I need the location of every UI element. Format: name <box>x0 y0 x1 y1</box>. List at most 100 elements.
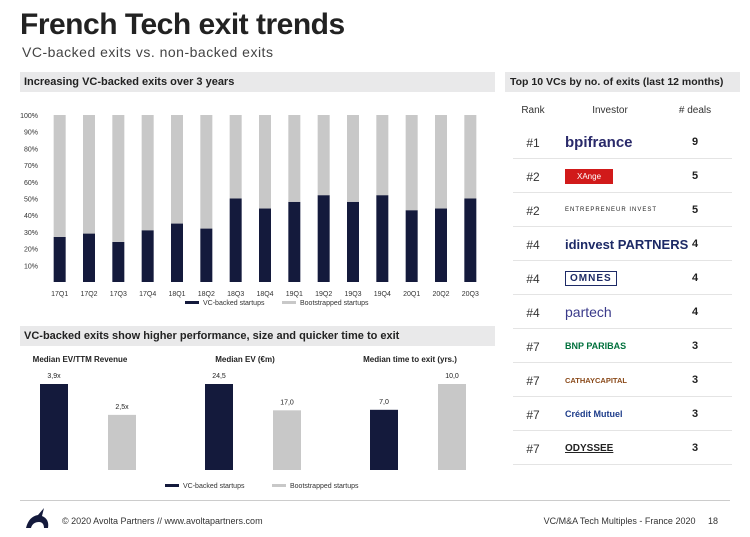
row-divider <box>513 362 732 363</box>
bar-vc-backed <box>171 223 183 282</box>
bottom-legend-swatch-vc-backed <box>165 484 179 487</box>
vc-rank: #7 <box>526 408 540 422</box>
small-bar-vc-backed <box>205 384 233 470</box>
vc-investor-name: ENTREPRENEUR INVEST <box>565 207 658 213</box>
bar-bootstrapped <box>83 115 95 234</box>
x-tick-label: 17Q1 <box>51 291 68 298</box>
x-tick-label: 17Q4 <box>139 291 156 298</box>
bar-bootstrapped <box>347 115 359 202</box>
y-tick-label: 100% <box>20 113 38 120</box>
small-chart-title: Median EV/TTM Revenue <box>33 355 128 364</box>
table-row: #2 XAnge 5 <box>505 159 740 193</box>
small-bar-bootstrapped <box>438 384 466 470</box>
vc-deals: 3 <box>691 408 699 420</box>
x-tick-label: 20Q3 <box>462 291 479 298</box>
vc-rank: #7 <box>526 442 540 456</box>
vc-rank: #1 <box>526 136 540 150</box>
vc-table-header-rank: Rank <box>521 105 545 116</box>
table-row: #7 BNP PARIBAS 3 <box>505 329 740 363</box>
vc-deals: 5 <box>691 204 699 216</box>
credit-mutuel-logo: Crédit Mutuel <box>565 403 623 425</box>
row-divider <box>513 464 732 465</box>
y-tick-label: 30% <box>24 230 38 237</box>
vc-investor-name: Crédit Mutuel <box>565 409 623 419</box>
small-bar-value-label: 7,0 <box>379 399 389 406</box>
footer-report-title: VC/M&A Tech Multiples - France 2020 <box>543 516 696 526</box>
table-row: #4 idinvest PARTNERS 4 <box>505 227 740 261</box>
bar-bootstrapped <box>53 115 66 237</box>
vc-deals: 3 <box>691 340 699 352</box>
omnes-logo: OMNES <box>565 267 617 289</box>
table-row: #7 ODYSSEE 3 <box>505 431 740 465</box>
legend-label-bootstrapped: Bootstrapped startups <box>300 300 369 307</box>
top-right-section-title: Top 10 VCs by no. of exits (last 12 mont… <box>510 76 724 88</box>
table-row: #4 partech 4 <box>505 295 740 329</box>
bar-bootstrapped <box>200 115 213 229</box>
bar-vc-backed <box>229 198 242 282</box>
x-tick-label: 19Q4 <box>374 291 391 298</box>
small-bar-vc-backed <box>370 409 398 470</box>
x-tick-label: 20Q1 <box>403 291 420 298</box>
row-divider <box>513 328 732 329</box>
small-chart-title: Median time to exit (yrs.) <box>363 355 457 364</box>
vc-deals: 9 <box>691 136 699 148</box>
x-tick-label: 19Q3 <box>344 291 361 298</box>
small-bar-value-label: 2,5x <box>115 404 129 411</box>
bar-bootstrapped <box>259 115 271 209</box>
page-subtitle: VC-backed exits vs. non-backed exits <box>22 44 274 60</box>
bar-bootstrapped <box>464 115 477 199</box>
small-bar-bootstrapped <box>108 414 136 470</box>
bar-bootstrapped <box>171 115 183 224</box>
vc-rank: #4 <box>526 272 540 286</box>
vc-investor-name: CATHAYCAPITAL <box>565 375 627 385</box>
row-divider <box>513 396 732 397</box>
top-left-section-title: Increasing VC-backed exits over 3 years <box>24 76 235 88</box>
small-chart-title: Median EV (€m) <box>215 355 275 364</box>
vc-rank: #7 <box>526 340 540 354</box>
vc-deals: 4 <box>691 306 699 318</box>
bar-vc-backed <box>464 198 477 282</box>
bar-bootstrapped <box>288 115 301 202</box>
vc-rank: #2 <box>526 170 540 184</box>
bottom-legend-label-bootstrapped: Bootstrapped startups <box>290 483 359 490</box>
vc-table-header-deals: # deals <box>678 105 712 116</box>
small-bar-value-label: 3,9x <box>47 373 61 380</box>
table-row: #7 CATHAYCAPITAL 3 <box>505 363 740 397</box>
table-row: #1 bpifrance 9 <box>505 125 740 159</box>
row-divider <box>513 192 732 193</box>
vc-deals: 3 <box>691 374 699 386</box>
bar-vc-backed <box>83 233 95 282</box>
row-divider <box>513 430 732 431</box>
x-tick-label: 17Q2 <box>80 291 97 298</box>
bar-vc-backed <box>141 230 154 282</box>
vc-rank: #4 <box>526 306 540 320</box>
table-row: #4 OMNES 4 <box>505 261 740 295</box>
bar-bootstrapped <box>141 115 154 231</box>
bpifrance-logo: bpifrance <box>565 131 633 153</box>
xange-logo: XAnge <box>565 165 614 187</box>
footer-copyright: © 2020 Avolta Partners // www.avoltapart… <box>62 516 263 526</box>
x-tick-label: 19Q1 <box>286 291 303 298</box>
footer-page-number: 18 <box>707 516 718 526</box>
y-tick-label: 20% <box>24 247 38 254</box>
vc-rank: #2 <box>526 204 540 218</box>
row-divider <box>513 158 732 159</box>
x-tick-label: 18Q3 <box>227 291 244 298</box>
bar-vc-backed <box>405 210 418 282</box>
footer-right-text: VC/M&A Tech Multiples - France 2020 18 <box>544 516 718 526</box>
bar-bootstrapped <box>435 115 447 209</box>
bar-vc-backed <box>347 201 359 282</box>
table-row: #7 Crédit Mutuel 3 <box>505 397 740 431</box>
bar-bootstrapped <box>112 115 125 242</box>
vc-deals: 4 <box>691 272 699 284</box>
entrepreneur-invest-logo: ENTREPRENEUR INVEST <box>565 199 657 221</box>
footer-divider <box>20 500 730 501</box>
bar-vc-backed <box>53 236 66 282</box>
bar-vc-backed <box>435 208 447 282</box>
x-tick-label: 19Q2 <box>315 291 332 298</box>
bnp-logo: BNP PARIBAS <box>565 335 626 357</box>
top-right-section-band <box>505 72 740 92</box>
bar-bootstrapped <box>405 115 418 211</box>
vc-investor-name: idinvest PARTNERS <box>565 236 689 252</box>
